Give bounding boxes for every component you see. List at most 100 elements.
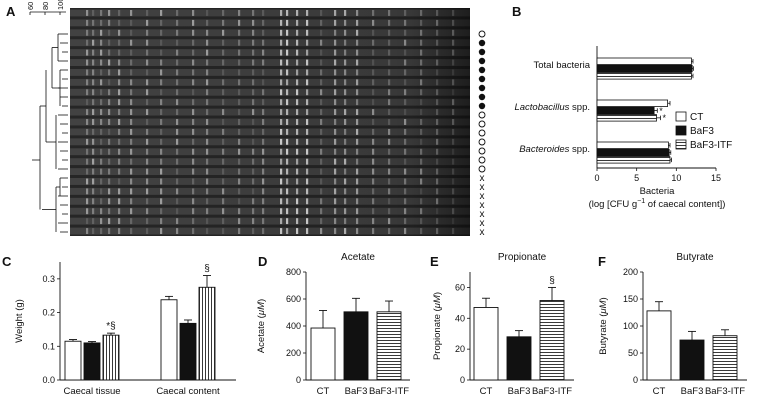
panel-d: D 0 200 400 600 800 Acetate Acetate (μM) CT BaF3… [256, 252, 410, 397]
category-label-rest: spp. [569, 102, 590, 113]
y-axis-label-part: ) [598, 297, 609, 300]
panel-d-letter: D [258, 254, 267, 269]
lane-marker-open [478, 120, 486, 128]
x-tick-label: Caecal content [156, 386, 220, 397]
bar [712, 335, 738, 381]
y-tick-label: 40 [455, 313, 465, 323]
x-tick-label: 15 [711, 173, 721, 183]
lane-marker-filled [478, 102, 486, 110]
lane-marker-x: x [480, 218, 485, 229]
panel-f: F 0 50 100 150 200 Butyrate Butyrate (μM) CT BaF… [598, 252, 747, 397]
lane-marker-x: x [480, 173, 485, 184]
lane-marker-open [478, 165, 486, 173]
y-tick-label: 100 [623, 321, 638, 331]
panel-e-letter: E [430, 254, 439, 269]
y-tick-label: 200 [286, 348, 301, 358]
lane-marker-x: x [480, 200, 485, 211]
y-tick-label: 0.2 [42, 308, 55, 318]
category-label: Lactobacillus spp. [514, 102, 590, 113]
dendrogram [32, 33, 68, 233]
y-axis-label-unit: μM [432, 295, 443, 309]
x-axis-label: Bacteria [640, 186, 676, 197]
lane-marker-open [478, 111, 486, 119]
bar [83, 342, 101, 381]
x-tick-label: BaF3-ITF [369, 386, 409, 397]
y-tick-label: 200 [623, 267, 638, 277]
x-tick-label: 10 [671, 173, 681, 183]
panel-c-letter: C [2, 254, 12, 269]
gel-edge-shade [70, 8, 470, 236]
legend-label: CT [690, 112, 703, 123]
lane-marker-filled [478, 66, 486, 74]
y-tick-label: 0.0 [42, 375, 55, 385]
bar [179, 322, 197, 381]
legend-swatch [675, 111, 687, 122]
dendrogram-scale: 60 80 100 [26, 0, 66, 15]
y-axis-label-part: ) [432, 292, 443, 295]
y-axis-label: Propionate (μM) [432, 292, 443, 360]
legend-swatch [675, 125, 687, 136]
bar [646, 310, 672, 381]
bar [596, 141, 669, 149]
y-tick-label: 50 [628, 348, 638, 358]
x-axis-label-superscript: −1 [637, 198, 645, 205]
bar [506, 336, 532, 381]
lane-marker-open [478, 147, 486, 155]
bar [343, 311, 369, 381]
lane-marker-x: x [480, 191, 485, 202]
significance-mark: * [659, 106, 663, 116]
lane-marker-filled [478, 39, 486, 47]
y-tick-label: 150 [623, 294, 638, 304]
scale-tick-label: 60 [26, 2, 35, 10]
panel-e: E 0 20 40 60 Propionate Propionate (μM) CT BaF3… [430, 252, 574, 397]
bar [596, 64, 693, 73]
gel-image [70, 8, 470, 236]
bacteria-chart: 0 5 10 15 Total bacteria Lactobacillus spp. **… [514, 46, 732, 210]
bar [596, 156, 671, 164]
lane-marker-x: x [480, 227, 485, 238]
y-axis-label: Acetate (μM) [256, 299, 267, 353]
legend-label: BaF3-ITF [690, 140, 732, 151]
chart-title: Acetate [341, 252, 375, 263]
x-tick-label: 5 [634, 173, 639, 183]
category-label-rest: spp. [569, 144, 590, 155]
lane-marker-open [478, 156, 486, 164]
bar [102, 334, 120, 381]
bar [596, 99, 669, 107]
y-axis-label: Butyrate (μM) [598, 297, 609, 354]
y-axis-label-part: Propionate ( [432, 307, 443, 360]
y-tick-label: 600 [286, 294, 301, 304]
bar [596, 106, 655, 115]
weight-chart: 0.0 0.1 0.2 0.3 Weight (g) Caecal tissue *§ Cae… [14, 262, 236, 397]
category-label: Total bacteria [533, 60, 590, 71]
y-tick-label: 0 [460, 375, 465, 385]
bar [596, 72, 692, 80]
x-tick-label: Caecal tissue [63, 386, 120, 397]
chart-title: Propionate [498, 252, 547, 263]
category-label: Bacteroides spp. [519, 144, 590, 155]
scale-tick-label: 100 [56, 0, 65, 10]
bar [376, 311, 402, 381]
y-tick-label: 60 [455, 282, 465, 292]
lane-marker-filled [478, 93, 486, 101]
lane-marker-filled [478, 75, 486, 83]
category-label-italic: Lactobacillus [514, 102, 569, 113]
lane-marker-filled [478, 57, 486, 65]
x-tick-label: CT [317, 386, 330, 397]
significance-mark: § [549, 275, 555, 286]
bar [596, 114, 657, 122]
y-tick-label: 800 [286, 267, 301, 277]
panel-a-letter: A [6, 4, 16, 19]
legend-label: BaF3 [690, 126, 714, 137]
y-tick-label: 0 [296, 375, 301, 385]
bar [160, 299, 178, 381]
lane-marker-open [478, 30, 486, 38]
bar [679, 339, 705, 381]
y-tick-label: 20 [455, 344, 465, 354]
scale-tick-label: 80 [41, 2, 50, 10]
x-tick-label: BaF3-ITF [532, 386, 572, 397]
bar [64, 340, 82, 381]
